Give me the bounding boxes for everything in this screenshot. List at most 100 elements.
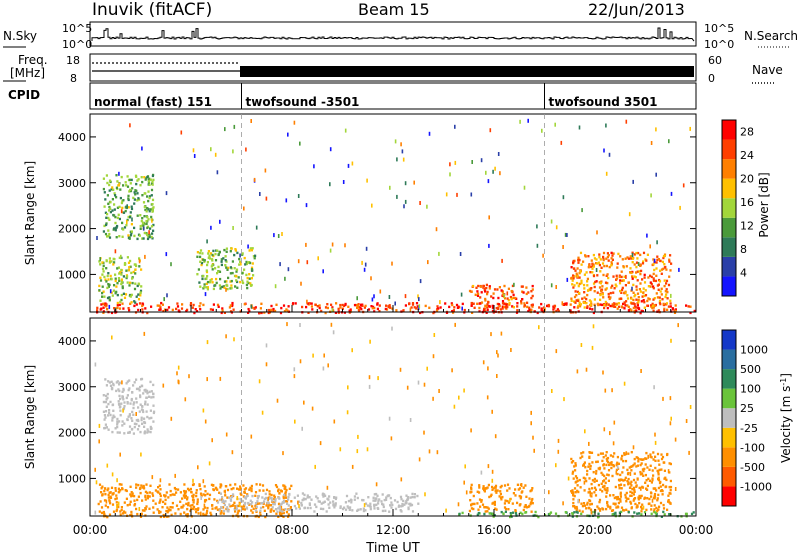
heatmap-cell bbox=[246, 286, 249, 290]
heatmap-cell bbox=[363, 306, 366, 309]
heatmap-cell bbox=[120, 483, 123, 486]
heatmap-cell bbox=[225, 250, 228, 253]
heatmap-cell bbox=[591, 267, 594, 270]
heatmap-cell bbox=[659, 485, 662, 488]
heatmap-cell bbox=[175, 491, 178, 494]
heatmap-cell bbox=[388, 304, 391, 307]
heatmap-cell bbox=[487, 301, 490, 304]
heatmap-cell bbox=[503, 302, 506, 305]
heatmap-cell bbox=[290, 484, 293, 488]
nave-label: Nave bbox=[752, 63, 783, 77]
heatmap-cell bbox=[353, 495, 356, 498]
heatmap-cell bbox=[528, 308, 531, 311]
heatmap-cell bbox=[660, 468, 663, 471]
heatmap-cell bbox=[120, 293, 123, 297]
heatmap-cell bbox=[405, 499, 408, 503]
heatmap-cell bbox=[512, 511, 515, 514]
heatmap-cell bbox=[630, 255, 633, 258]
colorbar-tick-label: 25 bbox=[740, 402, 754, 415]
heatmap-cell bbox=[110, 260, 113, 263]
heatmap-cell bbox=[390, 506, 393, 509]
heatmap-cell bbox=[163, 297, 165, 302]
heatmap-cell bbox=[143, 176, 146, 179]
heatmap-cell bbox=[247, 307, 250, 311]
heatmap-cell bbox=[114, 249, 117, 254]
heatmap-cell bbox=[337, 307, 340, 311]
heatmap-cell bbox=[625, 491, 628, 495]
heatmap-cell bbox=[615, 468, 618, 472]
heatmap-cell bbox=[550, 283, 553, 288]
heatmap-cell bbox=[151, 232, 154, 235]
heatmap-cell bbox=[344, 243, 346, 248]
heatmap-cell bbox=[657, 476, 660, 479]
heatmap-cell bbox=[314, 464, 316, 469]
heatmap-cell bbox=[525, 495, 528, 498]
heatmap-cell bbox=[483, 487, 486, 491]
heatmap-cell bbox=[409, 307, 412, 312]
heatmap-cell bbox=[664, 295, 667, 299]
heatmap-cell bbox=[108, 411, 111, 415]
heatmap-cell bbox=[131, 391, 134, 394]
heatmap-cell bbox=[349, 506, 352, 509]
heatmap-cell bbox=[224, 485, 227, 488]
heatmap-cell bbox=[229, 483, 232, 487]
heatmap-cell bbox=[111, 198, 114, 201]
heatmap-cell bbox=[119, 397, 122, 401]
colorbar-tick-label: 1000 bbox=[740, 344, 768, 357]
heatmap-cell bbox=[316, 305, 319, 308]
heatmap-cell bbox=[587, 266, 590, 269]
heatmap-cell bbox=[520, 300, 523, 303]
heatmap-cell bbox=[220, 511, 223, 514]
heatmap-cell bbox=[223, 311, 226, 314]
heatmap-cell bbox=[663, 263, 666, 266]
heatmap-cell bbox=[652, 285, 655, 288]
heatmap-cell bbox=[137, 419, 140, 423]
heatmap-cell bbox=[635, 251, 638, 255]
heatmap-cell bbox=[207, 256, 210, 259]
x-tick-label: 04:00 bbox=[174, 523, 209, 537]
heatmap-cell bbox=[395, 309, 398, 312]
heatmap-cell bbox=[619, 491, 622, 494]
heatmap-cell bbox=[130, 417, 133, 420]
heatmap-cell bbox=[610, 251, 613, 255]
heatmap-cell bbox=[409, 496, 412, 499]
heatmap-cell bbox=[552, 308, 555, 311]
heatmap-cell bbox=[248, 249, 251, 252]
heatmap-cell bbox=[148, 417, 151, 420]
heatmap-cell bbox=[635, 288, 638, 291]
heatmap-cell bbox=[494, 484, 498, 488]
heatmap-cell bbox=[296, 494, 299, 497]
heatmap-cell bbox=[301, 492, 304, 495]
heatmap-cell bbox=[616, 496, 619, 499]
heatmap-cell bbox=[132, 401, 136, 404]
heatmap-cell bbox=[269, 510, 272, 513]
heatmap-cell bbox=[574, 290, 577, 293]
heatmap-cell bbox=[116, 417, 119, 421]
heatmap-cell bbox=[118, 389, 121, 393]
heatmap-cell bbox=[618, 484, 621, 487]
heatmap-cell bbox=[366, 447, 369, 452]
heatmap-cell bbox=[102, 400, 105, 404]
colorbar-tick-label: 500 bbox=[740, 363, 761, 376]
heatmap-cell bbox=[654, 440, 657, 445]
heatmap-cell bbox=[139, 395, 142, 399]
heatmap-cell bbox=[124, 209, 127, 213]
heatmap-cell bbox=[192, 478, 194, 483]
heatmap-cell bbox=[164, 502, 167, 505]
heatmap-cell bbox=[572, 277, 575, 280]
heatmap-cell bbox=[166, 506, 169, 509]
heatmap-cell bbox=[616, 266, 619, 269]
heatmap-cell bbox=[651, 498, 654, 503]
heatmap-cell bbox=[373, 294, 375, 299]
heatmap-cell bbox=[637, 262, 640, 266]
heatmap-cell bbox=[380, 500, 383, 503]
heatmap-cell bbox=[512, 492, 515, 495]
heatmap-cell bbox=[306, 299, 308, 304]
heatmap-cell bbox=[105, 499, 108, 504]
heatmap-cell bbox=[123, 405, 126, 408]
heatmap-cell bbox=[463, 480, 465, 485]
heatmap-cell bbox=[287, 267, 290, 272]
heatmap-cell bbox=[376, 506, 379, 510]
heatmap-cell bbox=[301, 426, 303, 431]
power-panel-bg bbox=[90, 114, 696, 312]
